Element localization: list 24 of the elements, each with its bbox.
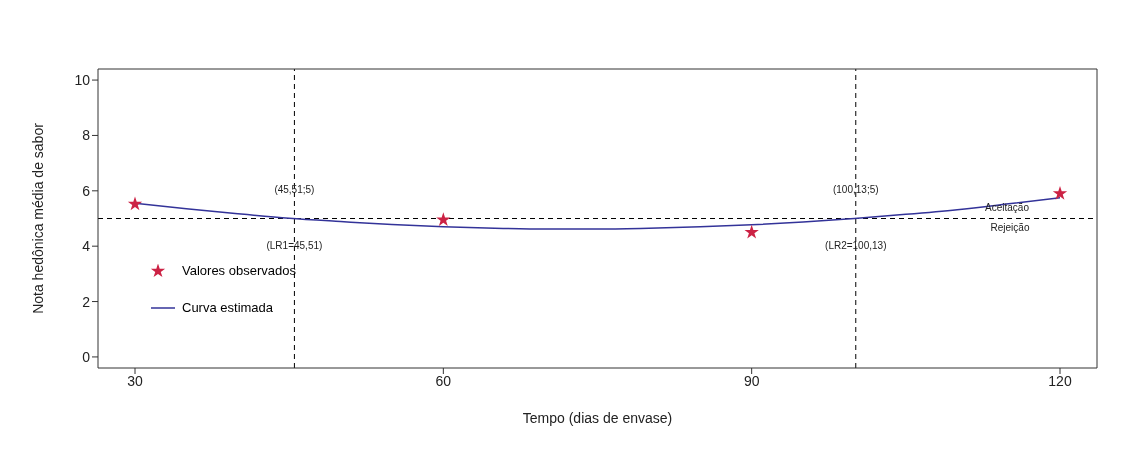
point (436, 212, 451, 226)
x-tick-label: 90 (743, 372, 760, 389)
y-tick-label: 0 (82, 348, 91, 365)
annotation: (LR2=100,13) (825, 240, 887, 252)
annotation: (100,13;5) (832, 184, 879, 196)
point (1052, 186, 1068, 200)
annotation: Aceitação (985, 201, 1030, 213)
point (127, 196, 143, 211)
y-tick-label: 4 (82, 238, 91, 255)
y-axis-title: Nota hedônica média de sabor (29, 122, 46, 314)
annotation: (45,51;5) (274, 184, 315, 196)
legend-label: Curva estimada (182, 300, 274, 315)
point (744, 224, 759, 239)
x-axis-title: Tempo (dias de envase) (522, 410, 673, 426)
x-tick-label: 30 (127, 372, 143, 389)
annotation: Rejeição (990, 221, 1030, 233)
y-tick-label: 8 (82, 127, 91, 144)
legend-label: Valores observados (182, 263, 296, 278)
y-tick-label: 2 (82, 293, 91, 310)
x-tick-label: 60 (435, 372, 452, 389)
x-tick-label: 120 (1048, 372, 1072, 389)
annotation: (LR1=45,51) (266, 240, 323, 252)
y-tick-label: 6 (82, 182, 91, 199)
y-tick-label: 10 (74, 72, 91, 89)
